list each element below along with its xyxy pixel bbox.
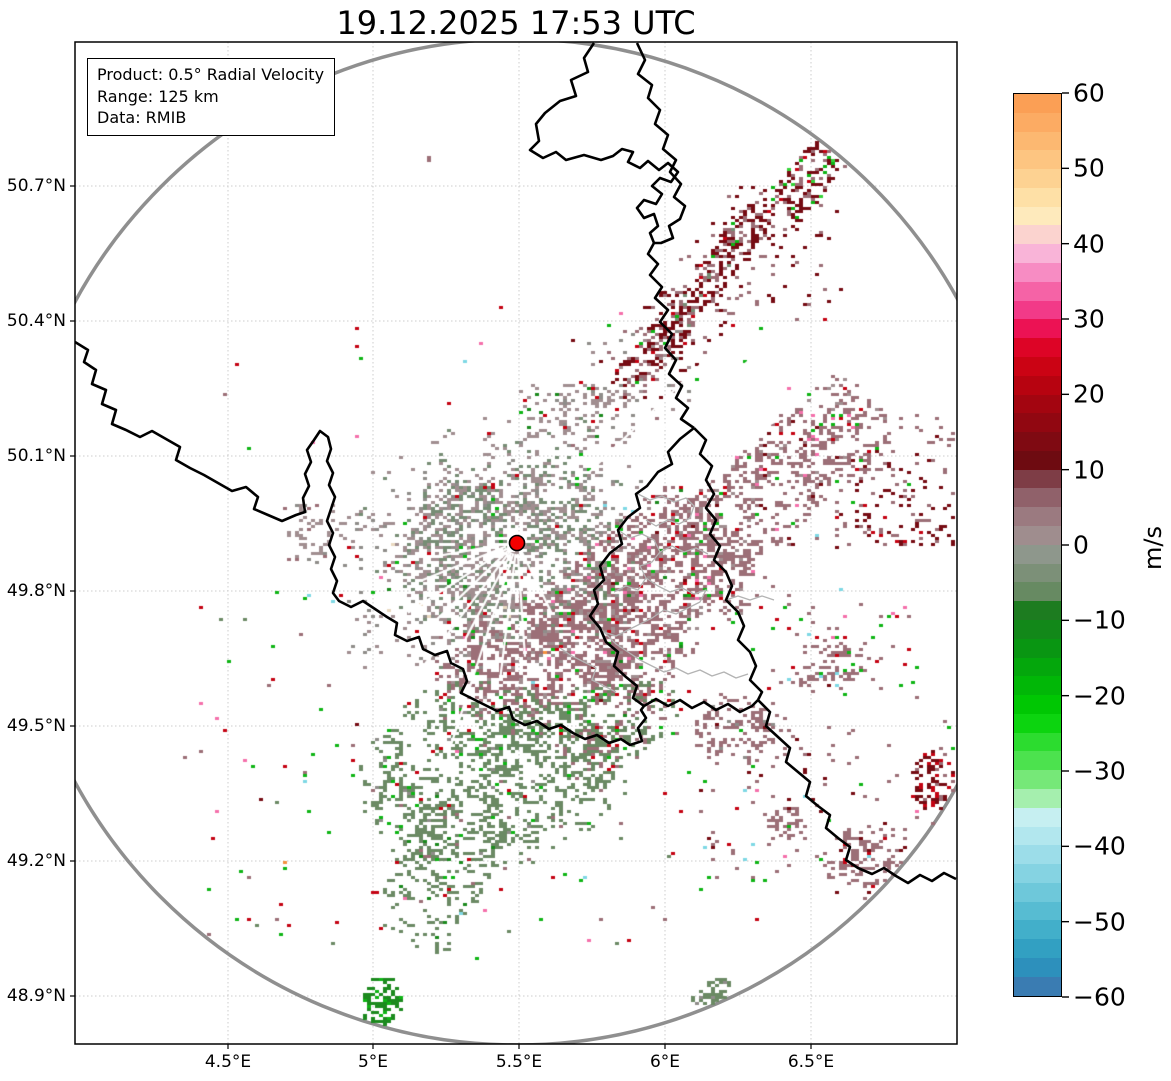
colorbar-segment: [1014, 845, 1061, 865]
colorbar-segment: [1014, 206, 1061, 227]
colorbar-segment: [1014, 601, 1061, 621]
info-data-source: Data: RMIB: [97, 108, 187, 128]
colorbar-segment: [1014, 319, 1061, 339]
colorbar-segment: [1014, 488, 1061, 508]
colorbar-segment: [1014, 187, 1061, 208]
colorbar-segment: [1014, 901, 1061, 922]
colorbar-tick-label: −30: [1073, 756, 1126, 786]
colorbar-segment: [1014, 638, 1061, 659]
y-axis-tick-label: 49.2°N: [6, 851, 66, 871]
colorbar-segment: [1014, 657, 1061, 677]
colorbar-segment: [1014, 169, 1061, 189]
info-product: Product: 0.5° Radial Velocity: [97, 65, 325, 84]
colorbar-segment: [1014, 695, 1061, 715]
colorbar-segment: [1014, 732, 1061, 752]
colorbar-segment: [1014, 676, 1061, 696]
colorbar-tick-label: 10: [1073, 455, 1105, 485]
colorbar-segment: [1014, 713, 1061, 734]
colorbar-tick-label: 30: [1073, 304, 1105, 334]
colorbar-tick-label: 50: [1073, 153, 1105, 183]
colorbar-segment: [1014, 131, 1061, 151]
colorbar-segment: [1014, 958, 1061, 978]
colorbar-segment: [1014, 469, 1061, 490]
colorbar-segment: [1014, 150, 1061, 170]
colorbar-segment: [1014, 770, 1061, 790]
colorbar-segment: [1014, 413, 1061, 433]
colorbar-segment: [1014, 244, 1061, 264]
y-axis-tick-label: 50.1°N: [6, 446, 66, 466]
colorbar-segment: [1014, 394, 1061, 414]
colorbar-tick-label: 20: [1073, 379, 1105, 409]
colorbar-segment: [1014, 281, 1061, 302]
colorbar-segment: [1014, 450, 1061, 471]
colorbar-tick-label: 60: [1073, 78, 1105, 108]
colorbar-tick-label: −50: [1073, 907, 1126, 937]
info-box: Product: 0.5° Radial Velocity Range: 125…: [87, 58, 336, 136]
x-axis-tick-label: 6.5°E: [787, 1052, 835, 1072]
x-axis-tick-label: 5°E: [357, 1052, 389, 1072]
colorbar-segment: [1014, 225, 1061, 245]
colorbar-segment: [1014, 356, 1061, 377]
x-axis-tick-label: 4.5°E: [204, 1052, 252, 1072]
colorbar-segment: [1014, 544, 1061, 565]
colorbar-segment: [1014, 112, 1061, 133]
figure-title: 19.12.2025 17:53 UTC: [336, 4, 696, 42]
colorbar-tick-label: 0: [1073, 530, 1089, 560]
y-axis-tick-label: 49.5°N: [6, 716, 66, 736]
colorbar-segment: [1014, 864, 1061, 884]
info-range: Range: 125 km: [97, 86, 219, 106]
colorbar-tick-label: −60: [1073, 982, 1126, 1012]
colorbar-tick-label: −40: [1073, 831, 1126, 861]
colorbar-segment: [1014, 882, 1061, 903]
x-axis-tick-label: 5.5°E: [495, 1052, 543, 1072]
colorbar-segment: [1014, 939, 1061, 959]
colorbar-segment: [1014, 375, 1061, 396]
colorbar-segment: [1014, 526, 1061, 546]
y-axis-tick-label: 48.9°N: [6, 986, 66, 1006]
colorbar-segment: [1014, 826, 1061, 846]
colorbar-segment: [1014, 507, 1061, 527]
y-axis-tick-label: 50.7°N: [6, 176, 66, 196]
colorbar: [1013, 93, 1062, 997]
colorbar-segment: [1014, 582, 1061, 602]
y-axis-tick-label: 49.8°N: [6, 581, 66, 601]
y-axis-tick-label: 50.4°N: [6, 311, 66, 331]
colorbar-segment: [1014, 807, 1061, 828]
colorbar-segment: [1014, 619, 1061, 640]
colorbar-segment: [1014, 920, 1061, 940]
colorbar-segment: [1014, 751, 1061, 771]
colorbar-segment: [1014, 563, 1061, 583]
colorbar-tick-label: −10: [1073, 605, 1126, 635]
colorbar-tick-label: 40: [1073, 229, 1105, 259]
colorbar-tick-label: −20: [1073, 681, 1126, 711]
colorbar-segment: [1014, 338, 1061, 358]
x-axis-tick-label: 6°E: [649, 1052, 681, 1072]
colorbar-segment: [1014, 432, 1061, 452]
colorbar-segment: [1014, 788, 1061, 809]
colorbar-segment: [1014, 300, 1061, 320]
colorbar-segment: [1014, 263, 1061, 283]
colorbar-segment: [1014, 94, 1061, 114]
colorbar-segment: [1014, 976, 1061, 997]
